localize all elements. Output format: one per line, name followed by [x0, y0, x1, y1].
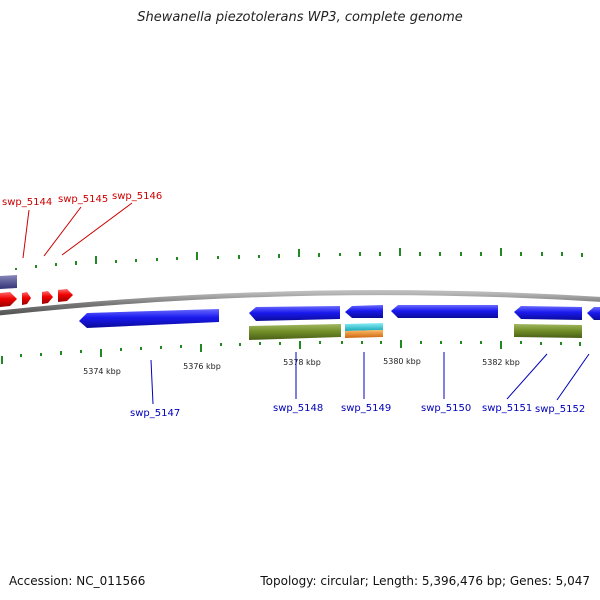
genome-title: Shewanella piezotolerans WP3, complete g… [137, 10, 463, 25]
gene-label-swp-5150[interactable]: swp_5150 [421, 403, 471, 414]
gene-label-swp-5145[interactable]: swp_5145 [58, 194, 108, 205]
gene-swp-5151[interactable] [514, 306, 582, 320]
feature-cyan[interactable] [345, 323, 383, 331]
kbp-label: 5382 kbp [482, 358, 520, 367]
gene-swp-5146-a[interactable] [42, 291, 53, 304]
gc-ticks-upper [15, 248, 583, 270]
gc-ticks-lower [1, 340, 581, 364]
gene-label-swp-5147[interactable]: swp_5147 [130, 408, 180, 419]
bottom-label-leaders [150, 352, 590, 405]
gene-label-swp-5149[interactable]: swp_5149 [341, 403, 391, 414]
gene-label-swp-5148[interactable]: swp_5148 [273, 403, 323, 414]
gene-swp-5149[interactable] [345, 305, 383, 318]
gene-swp-5147[interactable] [79, 309, 219, 328]
accession-text: Accession: NC_011566 [9, 574, 146, 588]
gene-label-swp-5146[interactable]: swp_5146 [112, 191, 162, 202]
gene-label-swp-5151[interactable]: swp_5151 [482, 403, 532, 414]
gene-swp-5150[interactable] [391, 305, 498, 318]
gene-swp-5152[interactable] [587, 307, 600, 320]
gene-swp-5144[interactable] [0, 292, 17, 307]
gene-feature-purple[interactable] [0, 275, 17, 289]
genome-summary-text: Topology: circular; Length: 5,396,476 bp… [260, 574, 590, 588]
gene-swp-5148[interactable] [249, 306, 340, 321]
genome-backbone [0, 290, 600, 316]
top-label-leaders [22, 202, 133, 259]
gene-swp-5145[interactable] [22, 292, 31, 305]
kbp-label: 5380 kbp [383, 357, 421, 366]
gene-label-swp-5152[interactable]: swp_5152 [535, 404, 585, 415]
kbp-label: 5378 kbp [283, 358, 321, 367]
feature-olive-1[interactable] [249, 324, 341, 340]
kbp-label: 5376 kbp [183, 362, 221, 371]
kbp-label: 5374 kbp [83, 367, 121, 376]
feature-olive-2[interactable] [514, 324, 582, 338]
gene-label-swp-5144[interactable]: swp_5144 [2, 197, 52, 208]
feature-orange[interactable] [345, 330, 383, 338]
gene-swp-5146-b[interactable] [58, 289, 73, 302]
